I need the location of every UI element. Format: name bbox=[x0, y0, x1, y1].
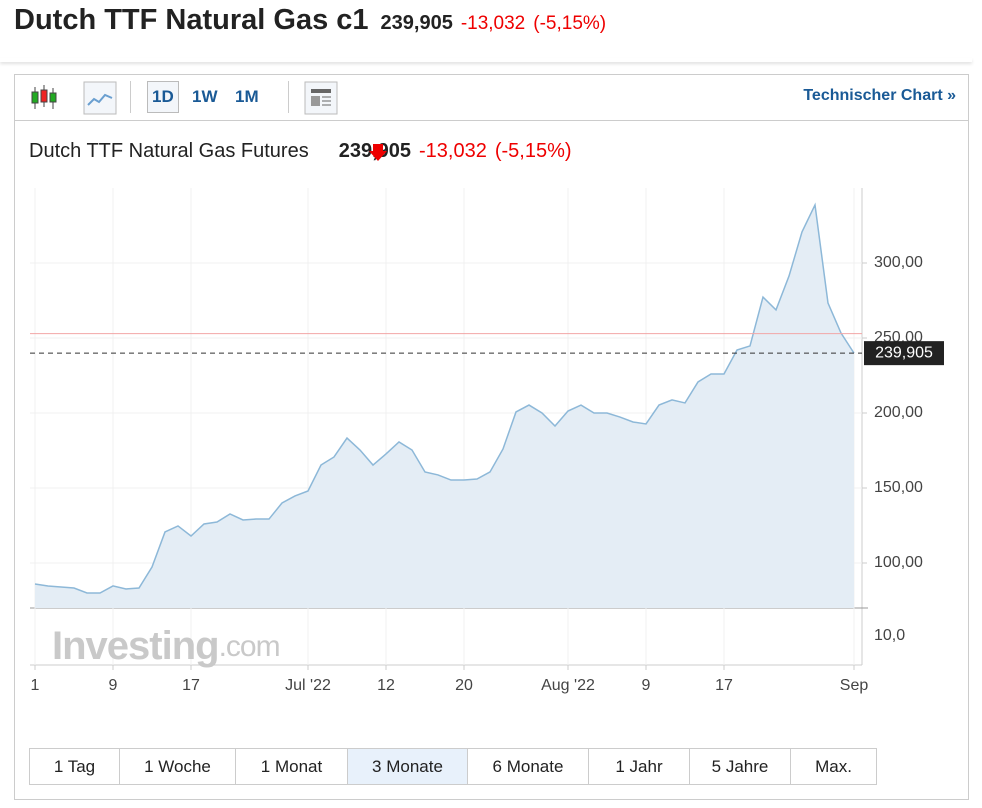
interval-button[interactable]: 1W bbox=[192, 87, 218, 106]
chart-change: -13,032 bbox=[419, 140, 487, 162]
technical-chart-link[interactable]: Technischer Chart » bbox=[803, 87, 956, 105]
range-button[interactable]: 1 Tag bbox=[30, 749, 120, 784]
toolbar: 1D 1W 1M Technischer Chart » bbox=[15, 75, 968, 121]
interval-button[interactable]: 1D bbox=[152, 87, 174, 106]
line-icon[interactable] bbox=[83, 81, 117, 115]
range-button[interactable]: 1 Woche bbox=[120, 749, 236, 784]
link-text[interactable]: Technischer Chart bbox=[803, 87, 943, 104]
range-button[interactable]: 3 Monate bbox=[348, 749, 468, 784]
widget bbox=[14, 74, 969, 800]
chart-change-pct: (-5,15%) bbox=[494, 140, 572, 162]
range-button[interactable]: 1 Jahr bbox=[589, 749, 690, 784]
change-pct: (-5,15%) bbox=[533, 13, 607, 34]
range-button[interactable]: 1 Monat bbox=[236, 749, 348, 784]
active-interval bbox=[147, 81, 179, 113]
interval-button[interactable]: 1M bbox=[235, 87, 259, 106]
chart-title: Dutch TTF Natural Gas Futures bbox=[29, 140, 309, 162]
header: Dutch TTF Natural Gas c1 239,905 -13,032 (-… bbox=[14, 4, 606, 37]
range-button[interactable]: 6 Monate bbox=[468, 749, 589, 784]
page-title: Dutch TTF Natural Gas c1 bbox=[14, 4, 369, 36]
news-icon[interactable] bbox=[304, 81, 338, 115]
link-icon[interactable]: » bbox=[947, 87, 956, 104]
range-button[interactable]: Max. bbox=[815, 757, 852, 776]
chart-price: 239,905 bbox=[338, 140, 412, 162]
candle-icon[interactable] bbox=[29, 79, 69, 119]
range-button[interactable]: 5 Jahre bbox=[690, 749, 791, 784]
range-selector: 1 Tag 1 Woche 1 Monat 3 Monate 6 Monate 1 Jah… bbox=[29, 748, 877, 785]
price: 239,905 bbox=[380, 12, 453, 34]
chart-header: Dutch TTF Natural Gas Futures 239,905 -13,… bbox=[29, 140, 572, 163]
change: -13,032 bbox=[460, 13, 526, 34]
header-shadow bbox=[0, 58, 972, 62]
